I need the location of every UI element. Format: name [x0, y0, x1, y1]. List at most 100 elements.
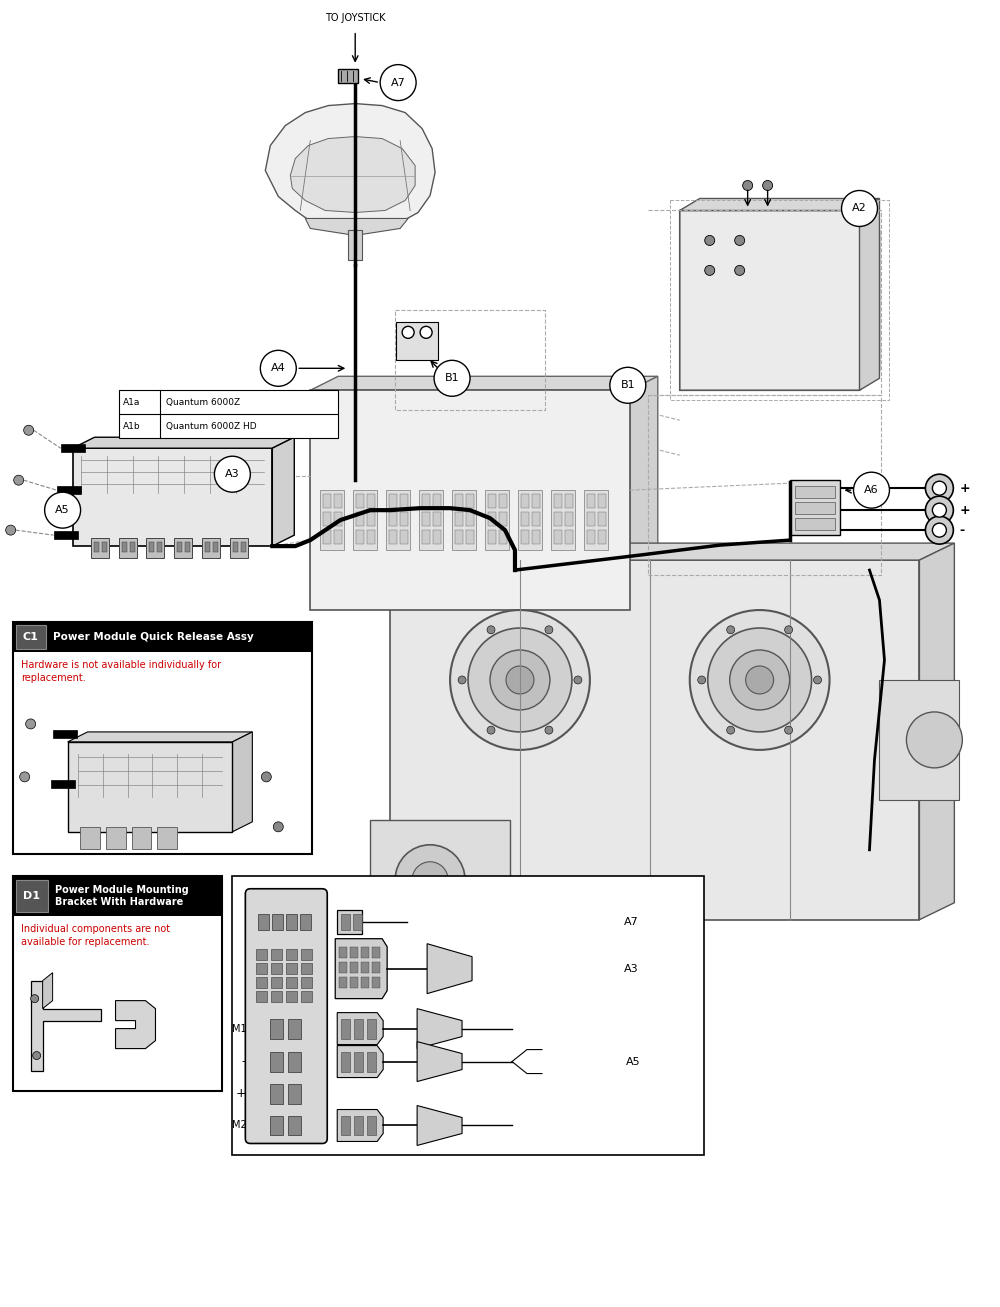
Circle shape — [743, 180, 753, 191]
FancyBboxPatch shape — [80, 827, 100, 848]
FancyBboxPatch shape — [91, 538, 109, 558]
FancyBboxPatch shape — [532, 494, 540, 508]
Circle shape — [490, 650, 550, 710]
FancyBboxPatch shape — [301, 991, 312, 1001]
FancyBboxPatch shape — [348, 230, 362, 260]
FancyBboxPatch shape — [396, 323, 438, 361]
Circle shape — [468, 629, 572, 732]
Polygon shape — [390, 561, 919, 920]
FancyBboxPatch shape — [795, 486, 835, 498]
Circle shape — [925, 474, 953, 502]
Circle shape — [506, 667, 534, 694]
Circle shape — [785, 727, 793, 735]
FancyBboxPatch shape — [554, 494, 562, 508]
Polygon shape — [390, 544, 954, 561]
FancyBboxPatch shape — [57, 486, 81, 494]
Polygon shape — [290, 136, 415, 213]
FancyBboxPatch shape — [554, 531, 562, 544]
FancyBboxPatch shape — [334, 494, 342, 508]
FancyBboxPatch shape — [485, 490, 509, 550]
Circle shape — [785, 626, 793, 634]
Text: Hardware is not available individually for
replacement.: Hardware is not available individually f… — [21, 660, 221, 684]
Circle shape — [434, 361, 470, 396]
Circle shape — [458, 676, 466, 684]
FancyBboxPatch shape — [386, 490, 410, 550]
Circle shape — [814, 676, 822, 684]
FancyBboxPatch shape — [433, 531, 441, 544]
Polygon shape — [680, 199, 879, 210]
FancyBboxPatch shape — [455, 512, 463, 527]
Circle shape — [854, 472, 889, 508]
FancyBboxPatch shape — [587, 494, 595, 508]
FancyBboxPatch shape — [256, 976, 267, 988]
Polygon shape — [73, 438, 294, 448]
Polygon shape — [417, 1009, 462, 1048]
FancyBboxPatch shape — [521, 494, 529, 508]
FancyBboxPatch shape — [372, 976, 380, 988]
FancyBboxPatch shape — [341, 1115, 350, 1136]
FancyBboxPatch shape — [400, 531, 408, 544]
FancyBboxPatch shape — [389, 512, 397, 527]
Text: M1: M1 — [232, 1023, 246, 1034]
Text: A5: A5 — [626, 1056, 640, 1067]
Circle shape — [727, 626, 735, 634]
FancyBboxPatch shape — [174, 538, 192, 558]
Polygon shape — [68, 742, 232, 831]
FancyBboxPatch shape — [466, 512, 474, 527]
FancyBboxPatch shape — [341, 1018, 350, 1039]
Circle shape — [26, 719, 36, 729]
Polygon shape — [265, 103, 435, 230]
FancyBboxPatch shape — [565, 494, 573, 508]
Circle shape — [6, 525, 16, 535]
FancyBboxPatch shape — [288, 1018, 301, 1039]
FancyBboxPatch shape — [286, 976, 297, 988]
Polygon shape — [68, 732, 252, 742]
Circle shape — [395, 844, 465, 915]
FancyBboxPatch shape — [350, 946, 358, 958]
FancyBboxPatch shape — [288, 1084, 301, 1103]
Text: Individual components are not
available for replacement.: Individual components are not available … — [21, 924, 170, 946]
FancyBboxPatch shape — [354, 1052, 363, 1072]
FancyBboxPatch shape — [256, 949, 267, 959]
Circle shape — [412, 861, 448, 898]
FancyBboxPatch shape — [130, 542, 135, 552]
FancyBboxPatch shape — [288, 1052, 301, 1072]
Polygon shape — [31, 980, 101, 1070]
FancyBboxPatch shape — [341, 1052, 350, 1072]
Text: Quantum 6000Z: Quantum 6000Z — [166, 397, 241, 406]
Circle shape — [727, 727, 735, 735]
FancyBboxPatch shape — [54, 531, 78, 538]
FancyBboxPatch shape — [271, 991, 282, 1001]
FancyBboxPatch shape — [795, 502, 835, 514]
FancyBboxPatch shape — [795, 518, 835, 531]
FancyBboxPatch shape — [565, 531, 573, 544]
Polygon shape — [680, 210, 879, 391]
FancyBboxPatch shape — [233, 542, 238, 552]
FancyBboxPatch shape — [338, 69, 358, 82]
FancyBboxPatch shape — [466, 494, 474, 508]
FancyBboxPatch shape — [367, 1115, 376, 1136]
Polygon shape — [417, 1106, 462, 1145]
Polygon shape — [337, 910, 362, 933]
Circle shape — [273, 822, 283, 831]
Text: A6: A6 — [864, 485, 879, 495]
FancyBboxPatch shape — [16, 880, 48, 912]
FancyBboxPatch shape — [367, 1052, 376, 1072]
FancyBboxPatch shape — [339, 946, 347, 958]
FancyBboxPatch shape — [350, 962, 358, 972]
FancyBboxPatch shape — [521, 512, 529, 527]
FancyBboxPatch shape — [256, 991, 267, 1001]
Text: D1: D1 — [23, 891, 40, 901]
Circle shape — [45, 493, 81, 528]
FancyBboxPatch shape — [13, 876, 222, 1090]
Text: A7: A7 — [391, 77, 406, 88]
FancyBboxPatch shape — [13, 876, 222, 916]
Circle shape — [545, 727, 553, 735]
Polygon shape — [272, 438, 294, 546]
Circle shape — [842, 191, 877, 226]
Circle shape — [261, 772, 271, 782]
FancyBboxPatch shape — [565, 512, 573, 527]
Circle shape — [20, 772, 30, 782]
FancyBboxPatch shape — [132, 827, 151, 848]
FancyBboxPatch shape — [323, 531, 331, 544]
